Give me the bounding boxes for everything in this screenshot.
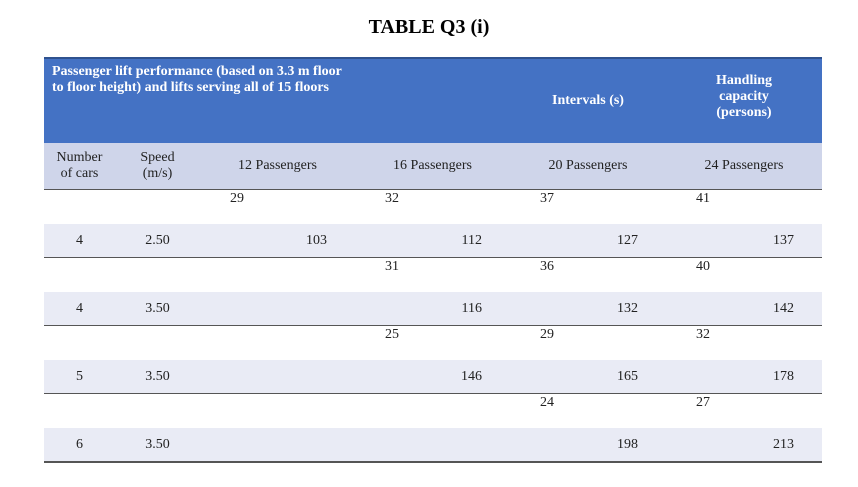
interval-cell: 36 xyxy=(540,259,554,274)
column-header: Speed (m/s) xyxy=(140,150,175,181)
header-handling: Handling capacity (persons) xyxy=(715,73,773,120)
rule xyxy=(44,257,822,258)
row xyxy=(44,258,822,292)
column-header: Number of cars xyxy=(56,150,103,181)
capacity-cell: 213 xyxy=(773,437,794,452)
row xyxy=(44,190,822,224)
interval-cell: 37 xyxy=(540,191,554,206)
interval-cell: 40 xyxy=(696,259,710,274)
column-header: 24 Passengers xyxy=(704,158,784,173)
interval-cell: 29 xyxy=(230,191,244,206)
header-description: Passenger lift performance (based on 3.3… xyxy=(52,64,342,95)
row xyxy=(44,360,822,394)
interval-cell: 31 xyxy=(385,259,399,274)
interval-cell: 27 xyxy=(696,395,710,410)
cars-cell: 5 xyxy=(76,369,83,384)
rule xyxy=(44,461,822,463)
cars-cell: 4 xyxy=(76,233,83,248)
capacity-cell: 116 xyxy=(461,301,482,316)
capacity-cell: 112 xyxy=(461,233,482,248)
interval-cell: 41 xyxy=(696,191,710,206)
capacity-cell: 132 xyxy=(617,301,638,316)
interval-cell: 29 xyxy=(540,327,554,342)
interval-cell: 32 xyxy=(385,191,399,206)
column-header: 12 Passengers xyxy=(238,158,317,173)
interval-cell: 25 xyxy=(385,327,399,342)
speed-cell: 3.50 xyxy=(145,301,170,316)
speed-cell: 3.50 xyxy=(145,437,170,452)
capacity-cell: 146 xyxy=(461,369,482,384)
rule xyxy=(44,325,822,326)
column-header: 16 Passengers xyxy=(393,158,472,173)
row xyxy=(44,394,822,428)
header-row xyxy=(44,57,822,143)
speed-cell: 2.50 xyxy=(145,233,170,248)
row xyxy=(44,326,822,360)
speed-cell: 3.50 xyxy=(145,369,170,384)
subheader-row xyxy=(44,143,822,190)
row xyxy=(44,292,822,326)
row xyxy=(44,224,822,258)
header-intervals: Intervals (s) xyxy=(552,93,624,108)
capacity-cell: 178 xyxy=(773,369,794,384)
capacity-cell: 103 xyxy=(306,233,327,248)
cars-cell: 6 xyxy=(76,437,83,452)
row xyxy=(44,428,822,462)
interval-cell: 24 xyxy=(540,395,554,410)
capacity-cell: 165 xyxy=(617,369,638,384)
table-title: TABLE Q3 (i) xyxy=(368,16,490,38)
rule xyxy=(44,393,822,394)
capacity-cell: 127 xyxy=(617,233,638,248)
capacity-cell: 137 xyxy=(773,233,794,248)
capacity-cell: 142 xyxy=(773,301,794,316)
cars-cell: 4 xyxy=(76,301,83,316)
capacity-cell: 198 xyxy=(617,437,638,452)
interval-cell: 32 xyxy=(696,327,710,342)
column-header: 20 Passengers xyxy=(548,158,628,173)
